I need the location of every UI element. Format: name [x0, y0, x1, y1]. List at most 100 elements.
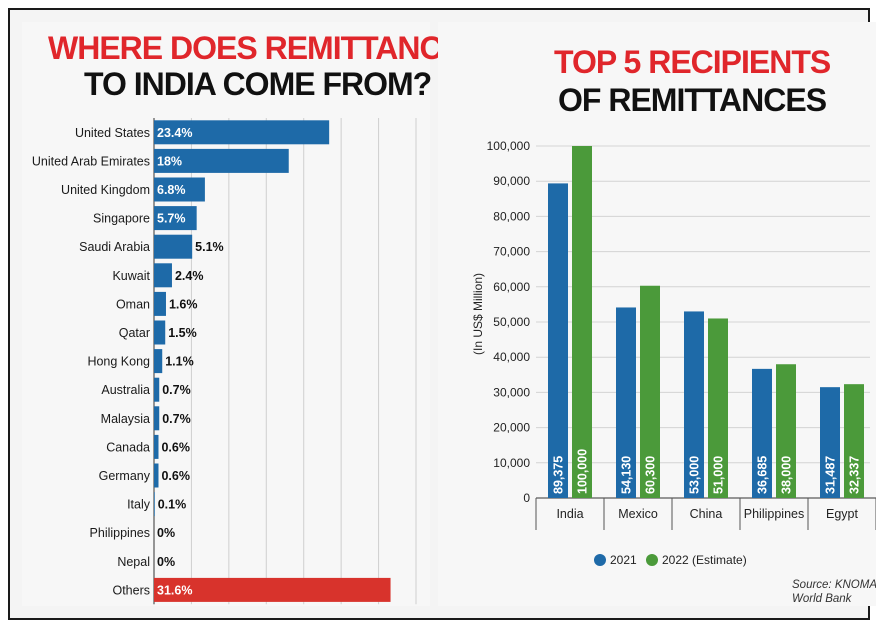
bar	[154, 206, 197, 231]
x-tick-label: 25%	[329, 609, 353, 610]
bar	[154, 120, 330, 145]
category-label: Philippines	[90, 526, 150, 540]
category-label: Others	[112, 583, 150, 597]
right-chart-title-line1: TOP 5 RECIPIENTS	[554, 44, 831, 80]
legend-label: 2021	[610, 553, 637, 567]
bar	[548, 183, 568, 498]
data-label: 5.1%	[195, 240, 224, 254]
data-label: 100,000	[576, 449, 590, 494]
data-label: 31,487	[824, 456, 838, 494]
category-label: Malaysia	[101, 412, 150, 426]
left-panel: WHERE DOES REMITTANCES TO INDIA COME FRO…	[22, 22, 483, 610]
left-chart-title-line1: WHERE DOES REMITTANCES	[48, 30, 483, 66]
x-tick-label: 20%	[292, 609, 316, 610]
category-label: United Arab Emirates	[32, 154, 150, 168]
x-tick-label: 15%	[254, 609, 278, 610]
y-tick-label: 70,000	[493, 245, 530, 259]
x-tick-label: 0	[151, 609, 158, 610]
legend-label: 2022 (Estimate)	[662, 553, 747, 567]
x-tick-label: 5%	[183, 609, 201, 610]
y-axis-label: (In US$ Million)	[471, 273, 485, 355]
y-tick-label: 10,000	[493, 456, 530, 470]
data-label: 18%	[157, 154, 182, 168]
category-label: Italy	[127, 498, 151, 512]
x-tick-label: 30%	[367, 609, 391, 610]
y-tick-label: 50,000	[493, 315, 530, 329]
bar	[154, 263, 172, 288]
bar	[154, 492, 155, 517]
data-label: 0.7%	[162, 412, 191, 426]
category-label: Nepal	[117, 555, 150, 569]
category-label: Germany	[99, 469, 151, 483]
bar	[640, 285, 660, 498]
data-label: 36,685	[756, 456, 770, 494]
right-chart-title-line2: OF REMITTANCES	[558, 82, 827, 118]
right-bar-chart: 0 10,000 20,000 30,000 40,000 50,000 60,000 70,…	[471, 139, 876, 605]
bar	[154, 349, 163, 374]
legend-marker	[594, 554, 606, 566]
category-label: Egypt	[826, 507, 858, 521]
y-tick-label: 90,000	[493, 174, 530, 188]
category-label: Saudi Arabia	[79, 240, 150, 254]
data-label: 5.7%	[157, 212, 186, 226]
data-label: 1.5%	[168, 326, 197, 340]
category-label: United States	[75, 126, 150, 140]
y-tick-label: 30,000	[493, 385, 530, 399]
bar	[776, 364, 796, 498]
data-label: 0.6%	[161, 469, 190, 483]
y-tick-label: 20,000	[493, 421, 530, 435]
bar	[708, 318, 728, 498]
y-tick-label: 0	[523, 491, 530, 505]
bar	[154, 320, 166, 345]
category-label: Canada	[106, 440, 150, 454]
bar	[844, 384, 864, 498]
bar	[752, 368, 772, 498]
left-chart-title-line2: TO INDIA COME FROM?	[84, 66, 432, 102]
category-label: Qatar	[119, 326, 150, 340]
data-label: 0.6%	[161, 440, 190, 454]
category-label: Philippines	[744, 507, 804, 521]
source-note: Source: KNOMAD,	[792, 579, 876, 591]
bar	[154, 148, 289, 173]
y-tick-label: 80,000	[493, 209, 530, 223]
bar	[616, 307, 636, 498]
x-tick-label: 10%	[217, 609, 241, 610]
data-label: 23.4%	[157, 126, 192, 140]
y-tick-label: 100,000	[487, 139, 531, 153]
bar	[154, 234, 193, 259]
data-label: 0%	[157, 526, 175, 540]
bar	[154, 434, 159, 459]
category-label: Australia	[101, 383, 150, 397]
data-label: 0.7%	[162, 383, 191, 397]
category-label: Singapore	[93, 212, 150, 226]
data-label: 32,337	[848, 456, 862, 494]
data-label: 1.6%	[169, 297, 198, 311]
bar	[154, 377, 160, 402]
source-note: World Bank	[792, 593, 853, 605]
data-label: 31.6%	[157, 583, 192, 597]
y-tick-label: 60,000	[493, 280, 530, 294]
y-tick-label: 40,000	[493, 350, 530, 364]
bar	[572, 146, 592, 498]
bar	[154, 291, 166, 316]
category-label: Oman	[116, 297, 150, 311]
data-label: 54,130	[620, 456, 634, 494]
data-label: 0%	[157, 555, 175, 569]
data-label: 38,000	[780, 456, 794, 494]
left-bar-chart: 0 5% 10% 15% 20% 25% 30% 35% United States 23.4% U…	[32, 118, 428, 610]
category-label: Mexico	[618, 507, 658, 521]
bar	[684, 311, 704, 498]
bar	[154, 177, 205, 202]
data-label: 53,000	[688, 456, 702, 494]
data-label: 51,000	[712, 456, 726, 494]
data-label: 2.4%	[175, 269, 204, 283]
data-label: 1.1%	[165, 355, 194, 369]
bar	[154, 406, 160, 431]
bar	[154, 577, 391, 602]
data-label: 0.1%	[158, 498, 187, 512]
data-label: 60,300	[644, 456, 658, 494]
category-label: Kuwait	[112, 269, 150, 283]
x-tick-label: 35%	[404, 609, 428, 610]
data-label: 6.8%	[157, 183, 186, 197]
category-label: United Kingdom	[61, 183, 150, 197]
